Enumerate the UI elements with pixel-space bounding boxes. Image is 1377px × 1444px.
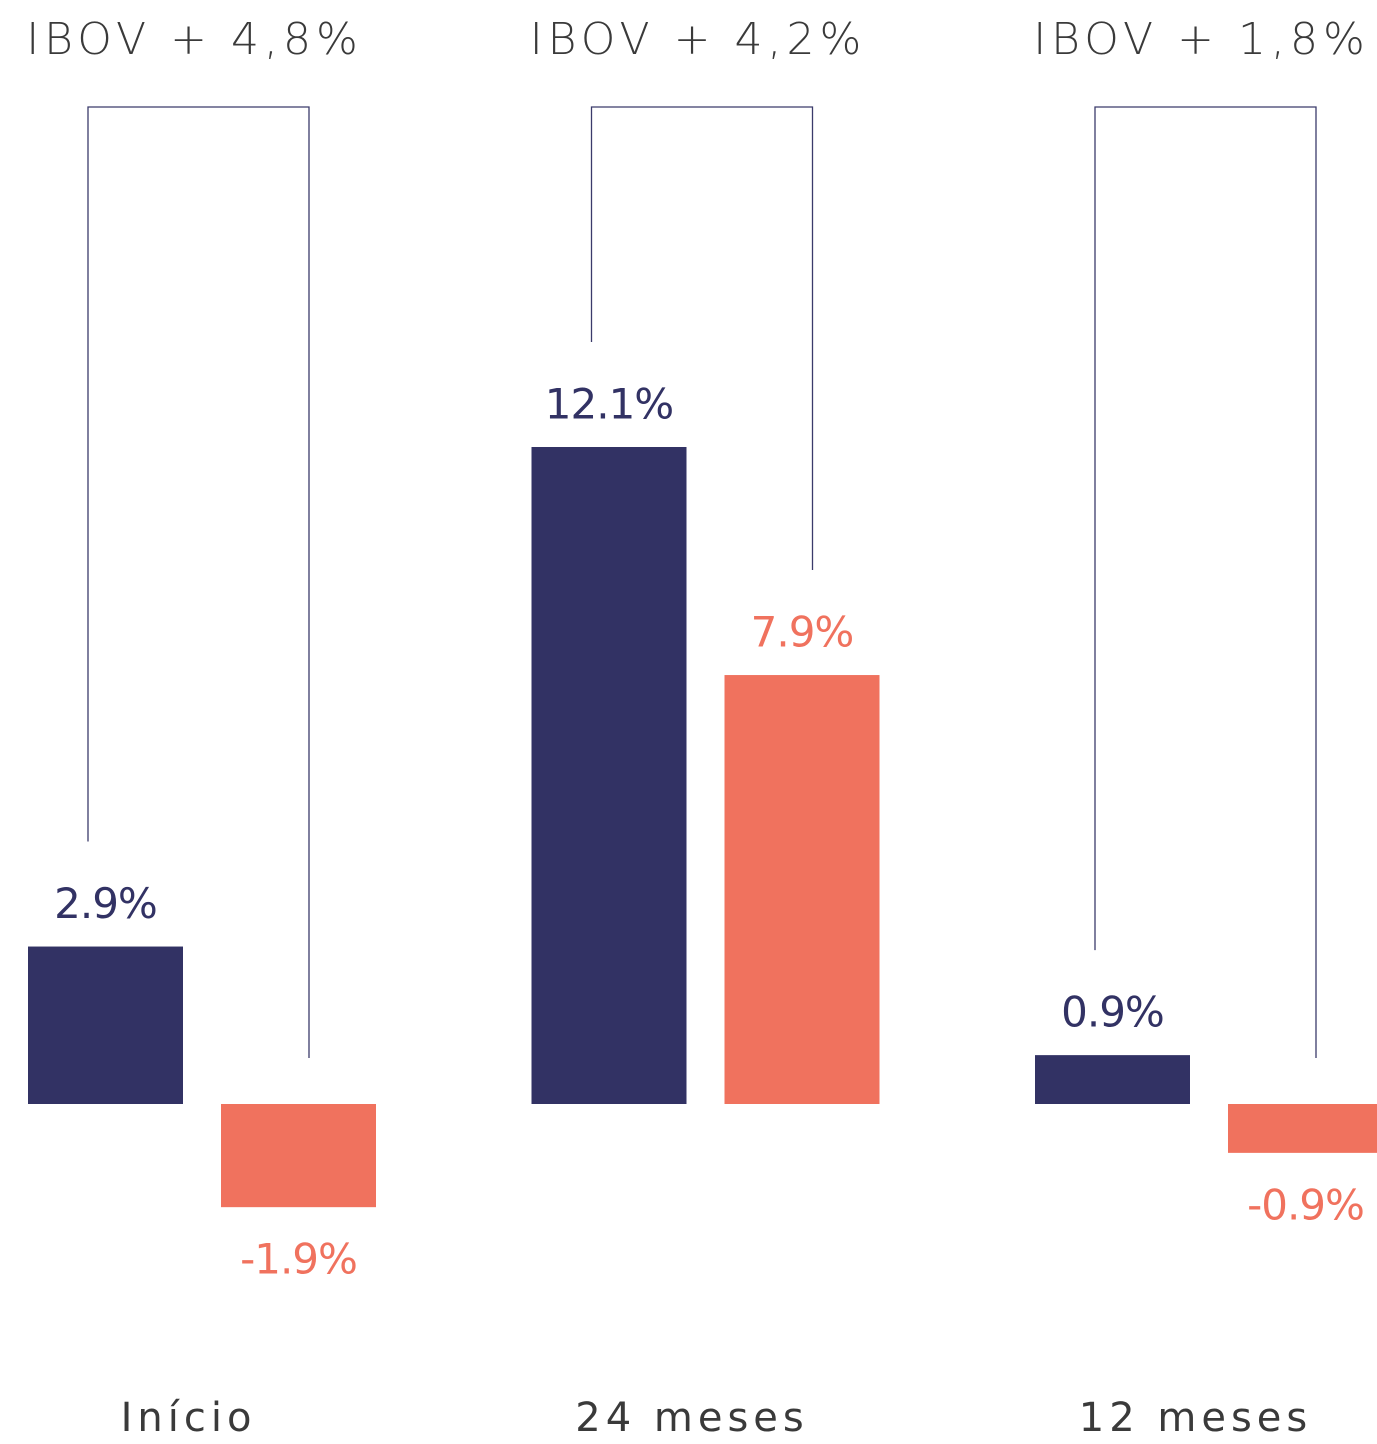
value-label: 7.9% bbox=[751, 608, 854, 657]
x-tick-label: 12 meses bbox=[1079, 1395, 1312, 1441]
annotation: IBOV + 4,2% bbox=[530, 14, 867, 65]
bar bbox=[1035, 1055, 1190, 1104]
bar bbox=[1228, 1104, 1377, 1153]
bar bbox=[724, 675, 880, 1104]
x-tick-label: Início bbox=[121, 1395, 257, 1441]
bracket bbox=[87, 106, 310, 1058]
x-tick-label: 24 meses bbox=[575, 1395, 808, 1441]
value-label: -0.9% bbox=[1247, 1180, 1364, 1229]
value-label: 0.9% bbox=[1061, 988, 1164, 1037]
bracket bbox=[1094, 106, 1317, 1058]
bar bbox=[28, 946, 183, 1104]
value-label: 12.1% bbox=[545, 380, 673, 429]
bar bbox=[531, 447, 687, 1104]
annotation: IBOV + 4,8% bbox=[26, 14, 363, 65]
value-label: -1.9% bbox=[240, 1235, 357, 1284]
bar bbox=[221, 1104, 376, 1208]
annotation: IBOV + 1,8% bbox=[1033, 14, 1370, 65]
bracket bbox=[590, 106, 814, 571]
value-label: 2.9% bbox=[54, 879, 157, 928]
